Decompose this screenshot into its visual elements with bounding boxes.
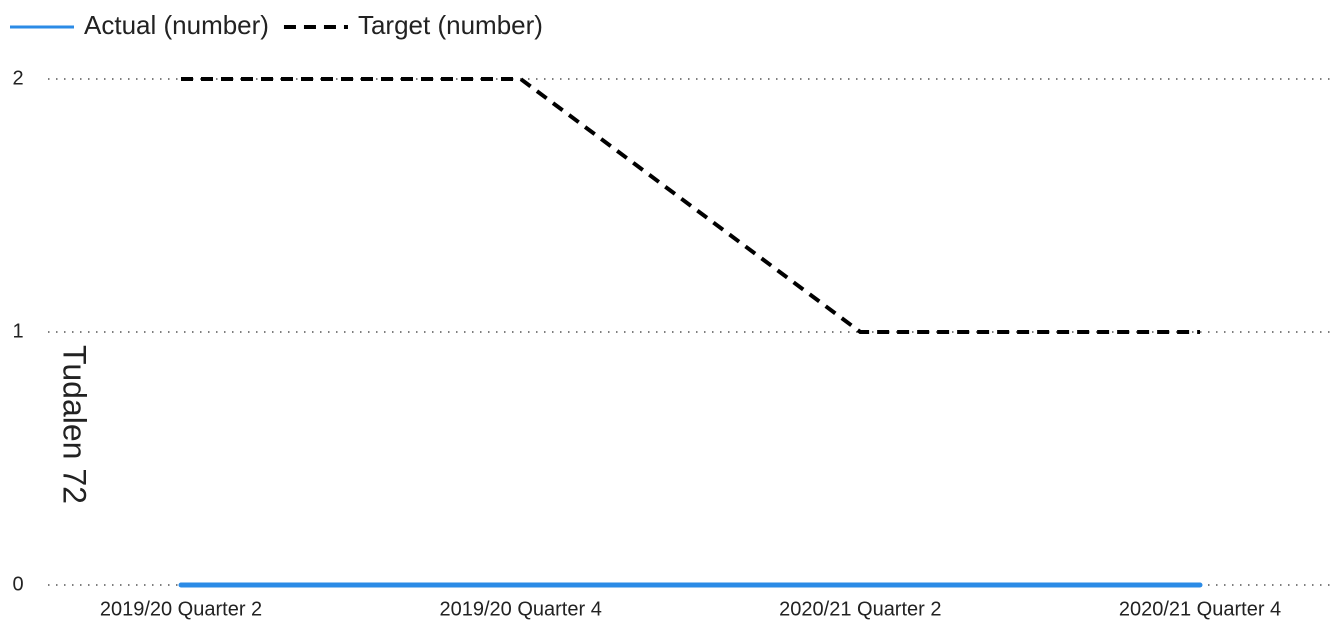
legend-label: Target (number) [358, 10, 543, 40]
legend-label: Actual (number) [84, 10, 269, 40]
x-tick-label: 2019/20 Quarter 4 [439, 598, 601, 620]
y-tick-label: 0 [12, 573, 23, 595]
y-tick-label: 1 [12, 320, 23, 342]
x-tick-label: 2020/21 Quarter 4 [1119, 598, 1281, 620]
y-axis-title: Tudalen 72 [57, 345, 93, 504]
line [181, 77, 1200, 334]
y-tick-label: 2 [12, 67, 23, 89]
x-tick-label: 2020/21 Quarter 2 [779, 598, 941, 620]
x-tick-label: 2019/20 Quarter 2 [100, 598, 262, 620]
